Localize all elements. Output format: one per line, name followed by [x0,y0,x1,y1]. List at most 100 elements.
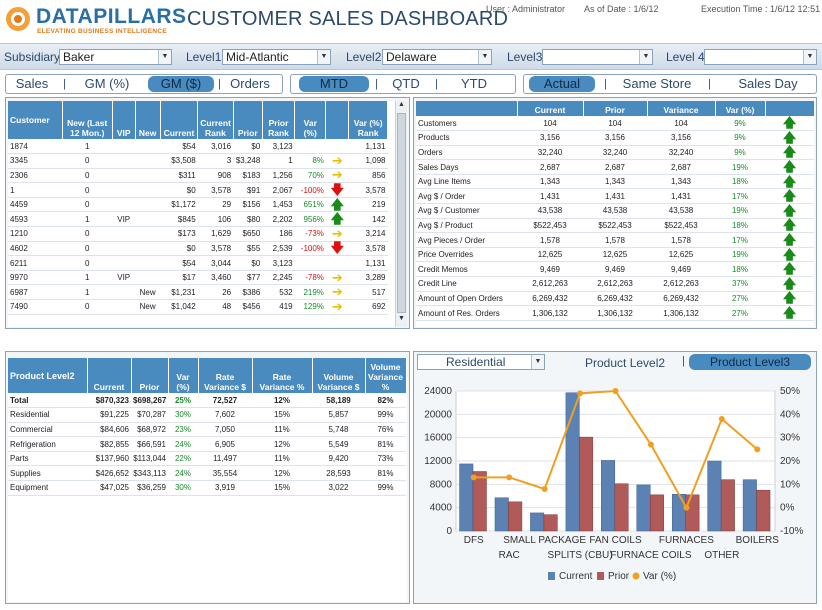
kpi-col-header-prior[interactable]: Prior [583,101,648,116]
scroll-thumb[interactable] [397,113,406,313]
table-row[interactable]: 6987 1 New $1,231 26 $386 532 219% ➔ 517 [8,284,388,301]
cell-new [135,168,161,184]
prod-col-header-vol-var-pct[interactable]: Volume Variance % [365,358,407,393]
kpi-row[interactable]: Credit Memos 9,469 9,469 9,469 18% 🡅 [416,261,814,278]
col-header-current-rank[interactable]: Current Rank [197,101,234,139]
table-row[interactable]: 2306 0 $311 908 $183 1,256 70% ➔ 856 [8,168,388,184]
kpi-col-header-var-pct[interactable]: Var (%) [715,101,766,116]
cell-current: $173 [160,226,198,242]
chevron-down-icon[interactable]: ▼ [158,50,171,64]
prod-rate-var-dollar: 6,905 [198,436,252,452]
tab-product-level3[interactable]: Product Level3 [689,354,811,370]
chevron-down-icon[interactable]: ▼ [531,355,544,369]
prod-rate-var-pct: 15% [252,480,312,496]
kpi-row[interactable]: Avg $ / Order 1,431 1,431 1,431 17% 🡅 [416,188,814,205]
chevron-down-icon[interactable]: ▼ [803,50,816,64]
prod-col-header-rate-var-pct[interactable]: Rate Variance % [252,358,313,393]
prod-col-header-current[interactable]: Current [87,358,132,393]
kpi-row[interactable]: Avg $ / Product $522,453 $522,453 $522,453 1… [416,218,814,234]
col-header-current[interactable]: Current [160,101,199,139]
product-row[interactable]: Supplies $426,652 $343,113 24% 35,554 12% 28,5… [8,465,406,482]
tab-gm-percent[interactable]: GM (%) [84,76,130,91]
prod-col-header-prior[interactable]: Prior [131,358,169,393]
kpi-variance: 9,469 [647,261,715,278]
x-tick-label: FURNACE COILS [610,550,691,561]
table-row[interactable]: 1 0 $0 3,578 $91 2,067 -100% 🡇 3,578 [8,182,388,198]
product-row[interactable]: Commercial $84,606 $68,972 23% 7,050 11% 5,748… [8,422,406,438]
kpi-row[interactable]: Sales Days 2,687 2,687 2,687 19% 🡅 [416,159,814,175]
tab-orders[interactable]: Orders [230,76,270,91]
prod-col-header-var[interactable]: Var (%) [168,358,199,393]
col-header-prior[interactable]: Prior [233,101,263,139]
col-header-var-rank[interactable]: Var (%) Rank [348,101,388,139]
col-header-prior-rank[interactable]: Prior Rank [262,101,296,139]
prod-col-header-name[interactable]: Product Level2 [8,358,88,393]
tab-sales-day[interactable]: Sales Day [738,76,798,91]
cell-prior: $183 [233,168,263,184]
table-row[interactable]: 6211 0 $54 3,044 $0 3,123 1,131 [8,255,388,271]
chevron-down-icon[interactable]: ▼ [639,50,652,64]
prod-col-header-rate-var-dollar[interactable]: Rate Variance $ [198,358,253,393]
product-row[interactable]: Parts $137,960 $113,044 22% 11,497 11% 9,420 73… [8,451,406,467]
kpi-row[interactable]: Price Overrides 12,625 12,625 12,625 19% 🡅 [416,247,814,263]
col-header-new-last[interactable]: New (Last 12 Mon.) [62,101,113,139]
table-row[interactable]: 1874 1 $54 3,016 $0 3,123 1,131 [8,139,388,155]
customer-panel: Customer New (Last 12 Mon.) VIP New Curr… [5,97,410,329]
kpi-row[interactable]: Credit Line 2,612,263 2,612,263 2,612,263 37… [416,276,814,292]
level2-select[interactable]: Delaware ▼ [382,49,492,65]
prod-var: 22% [168,451,198,467]
cell-trend: ➔ [325,284,349,301]
tab-product-level2[interactable]: Product Level2 [585,356,666,370]
table-row[interactable]: 7490 0 New $1,042 48 $456 419 129% ➔ 692 [8,299,388,315]
level1-label: Level1 [186,50,222,64]
kpi-row[interactable]: Customers 104 104 104 9% 🡅 [416,116,814,132]
kpi-row[interactable]: Products 3,156 3,156 3,156 9% 🡅 [416,130,814,146]
cell-var: 8% [294,153,326,169]
scroll-up-icon[interactable]: ▲ [398,101,405,108]
level3-select[interactable]: ▼ [542,49,653,65]
tab-ytd[interactable]: YTD [461,76,487,91]
prod-col-header-vol-var-dollar[interactable]: Volume Variance $ [312,358,366,393]
tab-mtd[interactable]: MTD [299,76,369,92]
cell-customer: 1210 [8,226,63,242]
col-header-customer[interactable]: Customer [8,101,63,139]
subsidiary-select[interactable]: Baker ▼ [59,49,172,65]
tab-sales[interactable]: Sales [15,76,49,91]
kpi-row[interactable]: Amount of Open Orders 6,269,432 6,269,432 6… [416,291,814,307]
product-row[interactable]: Refrigeration $82,855 $66,591 24% 6,905 12% 5,… [8,436,406,452]
tab-qtd[interactable]: QTD [392,76,420,91]
tab-actual[interactable]: Actual [529,76,595,92]
kpi-row[interactable]: Orders 32,240 32,240 32,240 9% 🡅 [416,145,814,161]
table-row[interactable]: 1210 0 $173 1,629 $650 186 -73% ➔ 3,214 [8,226,388,242]
customer-scrollbar[interactable]: ▲ ▼ [395,101,407,327]
kpi-row[interactable]: Avg Line Items 1,343 1,343 1,343 18% 🡅 [416,174,814,190]
chart-category-select[interactable]: Residential ▼ [417,354,545,370]
col-header-vip[interactable]: VIP [112,101,136,139]
chevron-down-icon[interactable]: ▼ [478,50,491,64]
table-row[interactable]: 9970 1 VIP $17 3,460 $77 2,245 -78% ➔ 3,289 [8,270,388,286]
tab-gm-dollar[interactable]: GM ($) [148,76,214,92]
cell-trend: 🡅 [325,211,349,228]
product-row[interactable]: Equipment $47,025 $36,259 30% 3,919 15% 3,022 9… [8,480,406,496]
level1-select[interactable]: Mid-Atlantic ▼ [222,49,331,65]
kpi-row[interactable]: Amount of Res. Orders 1,306,132 1,306,132 1… [416,305,814,321]
kpi-col-header-variance[interactable]: Variance [647,101,716,116]
product-row[interactable]: Total $870,323 $698,267 25% 72,527 12% 58,189 8… [8,393,406,409]
scroll-down-icon[interactable]: ▼ [398,315,405,322]
table-row[interactable]: 4602 0 $0 3,578 $55 2,539 -100% 🡇 3,578 [8,241,388,257]
level4-select[interactable]: ▼ [704,49,817,65]
col-header-var[interactable]: Var (%) [294,101,327,139]
product-row[interactable]: Residential $91,225 $70,287 30% 7,602 15% 5,85… [8,407,406,423]
table-row[interactable]: 4593 1 VIP $845 106 $80 2,202 956% 🡅 142 [8,211,388,228]
y-tick-label-left: 4000 [430,503,453,514]
kpi-var-pct: 19% [715,159,765,175]
tab-same-store[interactable]: Same Store [622,76,692,91]
table-row[interactable]: 4459 0 $1,172 29 $156 1,453 651% 🡅 219 [8,197,388,213]
kpi-row[interactable]: Avg $ / Customer 43,538 43,538 43,538 19% 🡅 [416,203,814,219]
kpi-row[interactable]: Avg Pieces / Order 1,578 1,578 1,578 17% 🡅 [416,232,814,248]
col-header-new[interactable]: New [135,101,161,139]
table-row[interactable]: 3345 0 $3,508 3 $3,248 1 8% ➔ 1,098 [8,153,388,169]
cell-current-rank: 48 [197,299,234,315]
chevron-down-icon[interactable]: ▼ [317,50,330,64]
kpi-col-header-current[interactable]: Current [517,101,584,116]
